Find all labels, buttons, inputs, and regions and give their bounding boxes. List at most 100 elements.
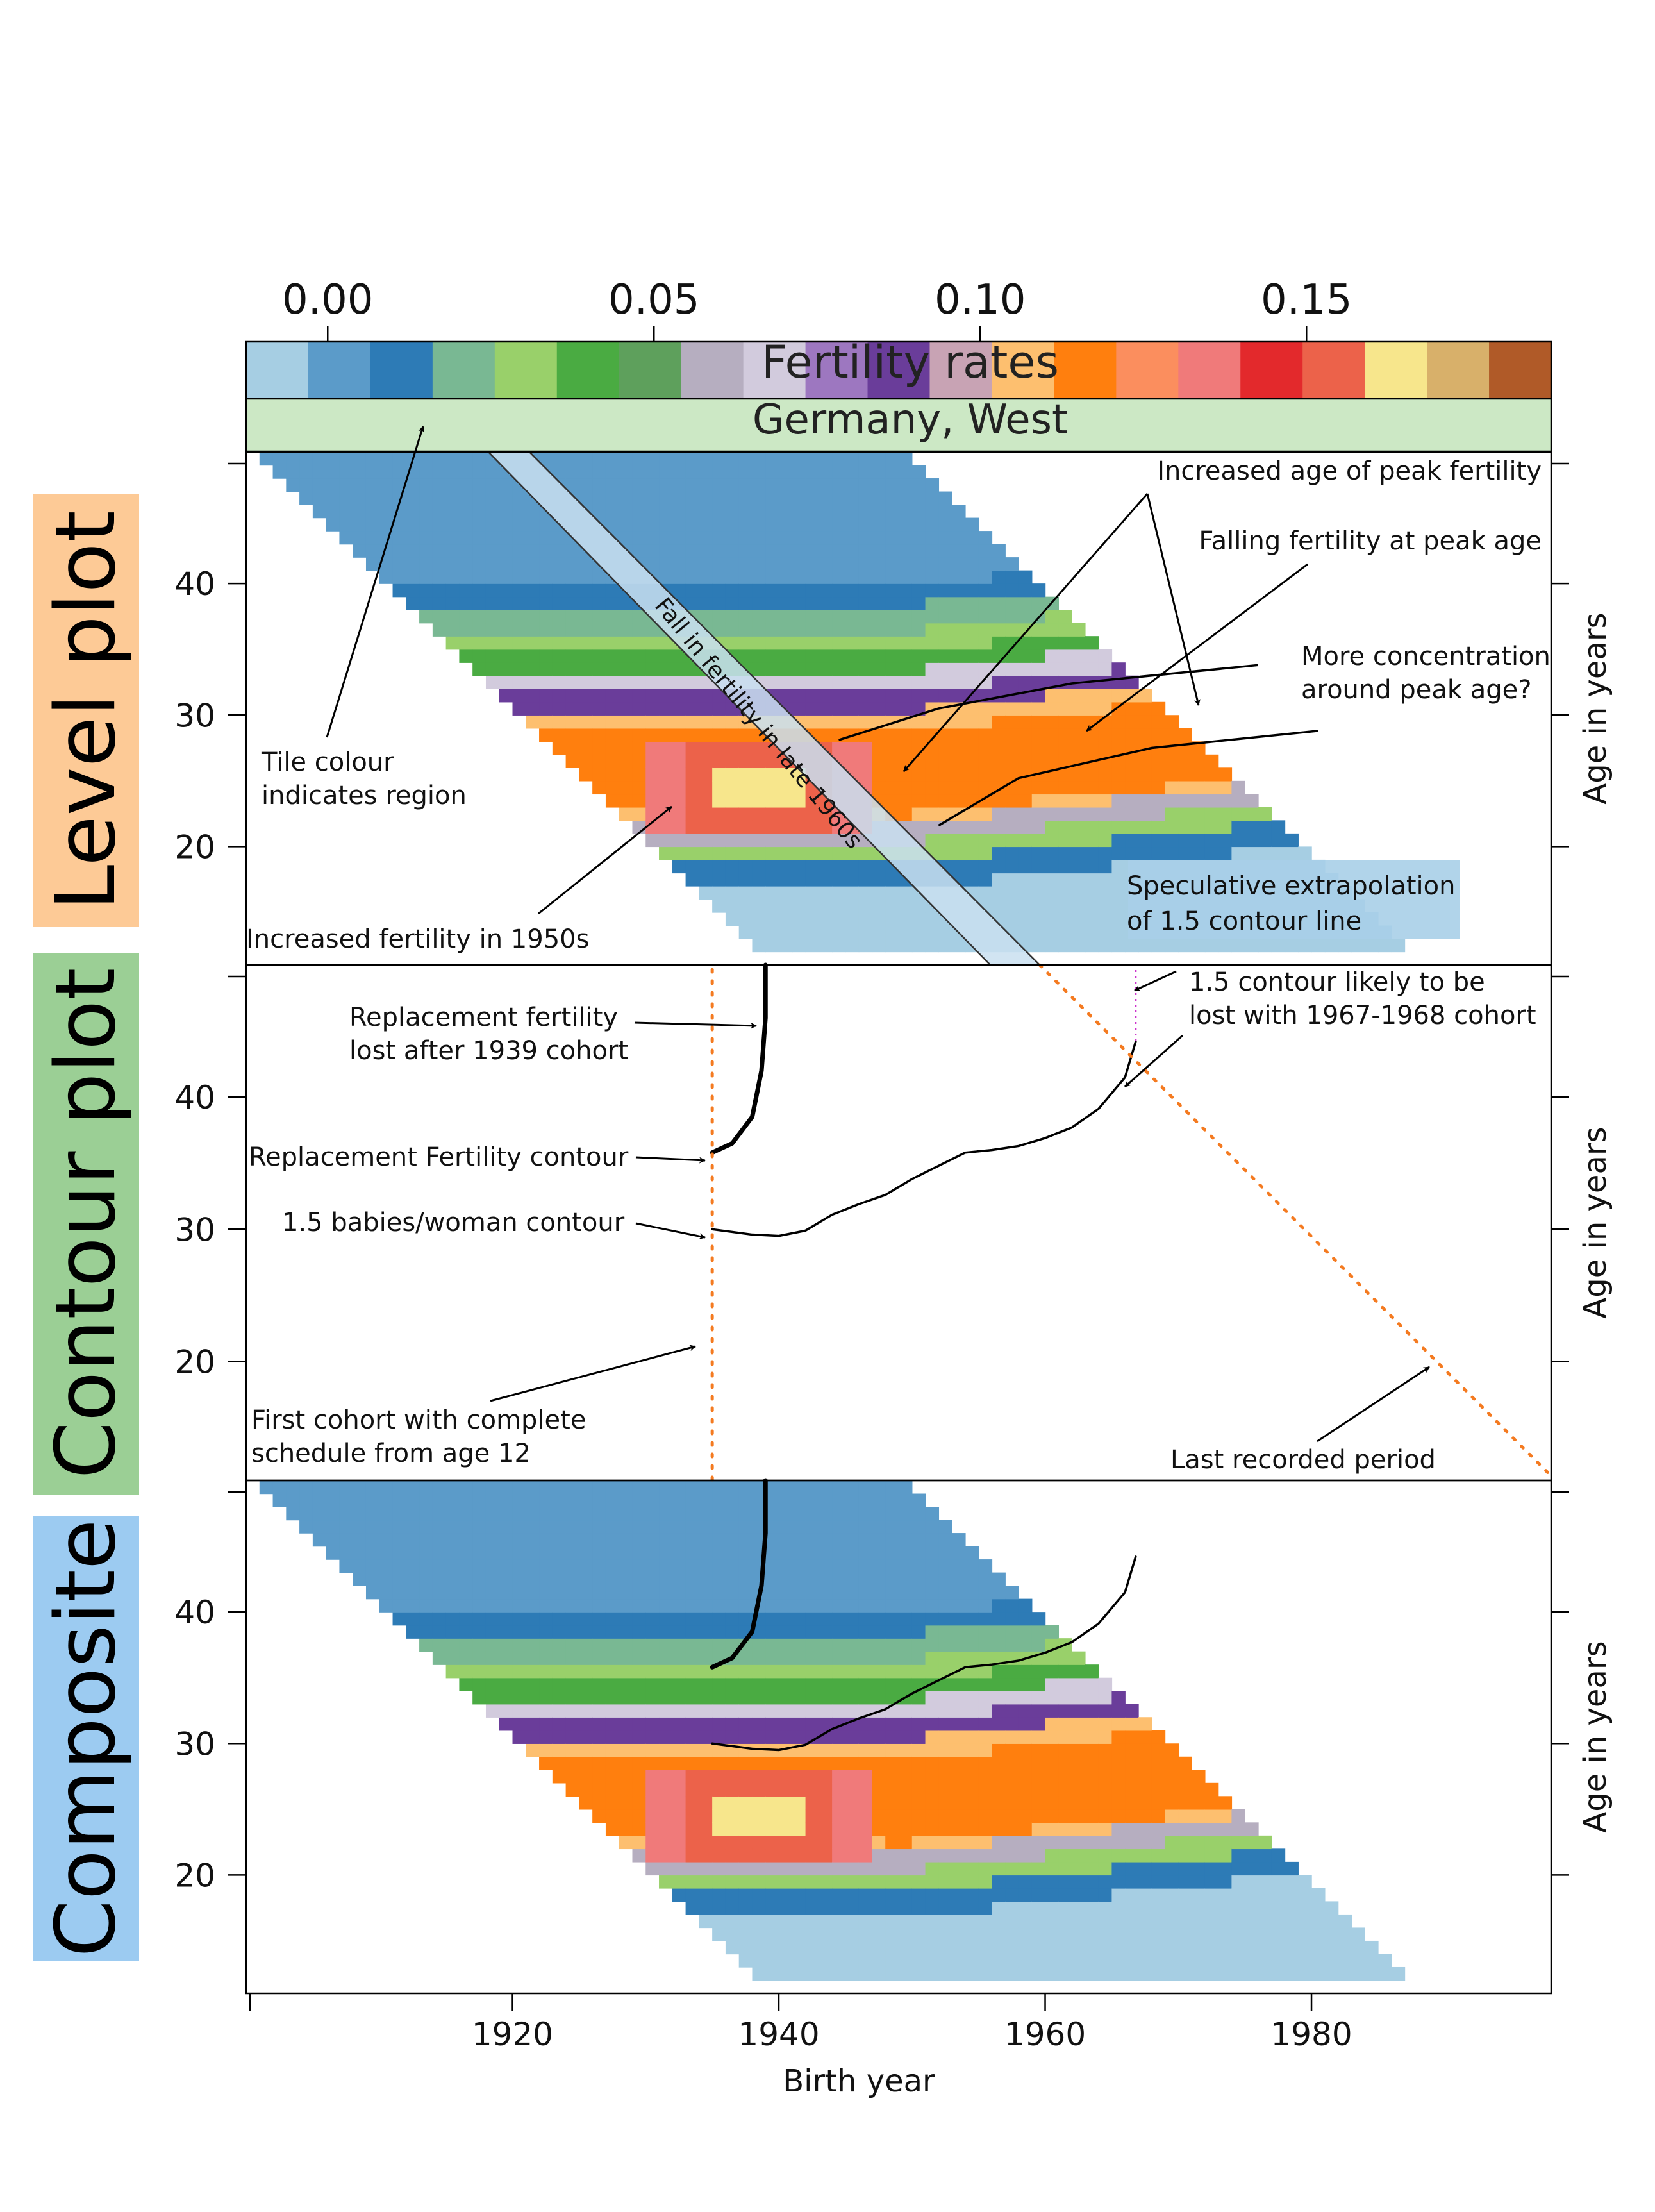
heatmap-cell: [1005, 715, 1019, 729]
heatmap-cell: [952, 794, 966, 808]
heatmap-cell: [1005, 1664, 1019, 1679]
heatmap-cell: [952, 623, 966, 637]
heatmap-cell: [605, 1533, 620, 1547]
heatmap-cell: [685, 794, 700, 808]
heatmap-cell: [699, 780, 713, 795]
heatmap-cell: [752, 1782, 766, 1797]
heatmap-cell: [779, 583, 793, 598]
heatmap-cell: [965, 728, 979, 742]
heatmap-cell: [992, 1954, 1006, 1968]
heatmap-cell: [819, 885, 833, 900]
heatmap-cell: [1031, 1966, 1046, 1981]
heatmap-cell: [899, 1507, 913, 1521]
heatmap-cell: [619, 596, 633, 610]
heatmap-cell: [672, 1782, 686, 1797]
heatmap-cell: [672, 1677, 686, 1691]
heatmap-cell: [872, 1796, 886, 1810]
arrow-increased-fertility-1950s: [538, 805, 672, 915]
heatmap-cell: [1125, 1940, 1139, 1955]
heatmap-cell: [1125, 1848, 1139, 1863]
heatmap-cell: [579, 1493, 593, 1507]
heatmap-cell: [459, 557, 473, 571]
heatmap-cell: [725, 517, 740, 532]
heatmap-cell: [565, 1625, 580, 1639]
heatmap-cell: [965, 636, 979, 650]
heatmap-cell: [911, 1586, 926, 1600]
heatmap-cell: [499, 1691, 513, 1705]
heatmap-cell: [579, 636, 593, 650]
heatmap-cell: [992, 885, 1006, 900]
heatmap-cell: [872, 505, 886, 519]
heatmap-cell: [992, 1875, 1006, 1889]
heatmap-cell: [712, 873, 726, 887]
colorbar-cell: [432, 342, 495, 399]
heatmap-cell: [765, 1598, 779, 1613]
heatmap-cell: [1018, 649, 1033, 663]
heatmap-cell: [419, 491, 433, 505]
heatmap-cell: [792, 1651, 806, 1665]
heatmap-cell: [965, 1848, 979, 1863]
heatmap-cell: [699, 1677, 713, 1691]
heatmap-cell: [1005, 1954, 1019, 1968]
heatmap-cell: [699, 1796, 713, 1810]
heatmap-cell: [725, 1756, 740, 1770]
heatmap-cell: [645, 623, 660, 637]
heatmap-cell: [858, 1520, 873, 1534]
heatmap-cell: [845, 517, 860, 532]
heatmap-cell: [1018, 1664, 1033, 1679]
heatmap-cell: [725, 478, 740, 492]
heatmap-cell: [925, 1507, 940, 1521]
heatmap-cell: [1245, 794, 1259, 808]
heatmap-cell: [1204, 1861, 1219, 1876]
heatmap-cell: [752, 925, 766, 939]
heatmap-cell: [725, 1861, 740, 1876]
heatmap-cell: [565, 583, 580, 598]
heatmap-cell: [1072, 794, 1086, 808]
heatmap-cell: [1072, 715, 1086, 729]
heatmap-cell: [872, 1927, 886, 1941]
heatmap-cell: [1351, 1940, 1365, 1955]
heatmap-cell: [885, 1533, 899, 1547]
heatmap-cell: [699, 1770, 713, 1784]
heatmap-cell: [1085, 1730, 1099, 1744]
heatmap-cell: [1165, 1782, 1179, 1797]
heatmap-cell: [1285, 833, 1299, 848]
heatmap-cell: [819, 846, 833, 860]
heatmap-cell: [1031, 833, 1046, 848]
heatmap-cell: [685, 1717, 700, 1731]
heatmap-cell: [1151, 1901, 1166, 1915]
heatmap-cell: [632, 1730, 646, 1744]
heatmap-cell: [565, 1638, 580, 1652]
heatmap-cell: [978, 728, 993, 742]
heatmap-cell: [899, 1954, 913, 1968]
heatmap-cell: [779, 1875, 793, 1889]
heatmap-cell: [1031, 1691, 1046, 1705]
heatmap-cell: [752, 1651, 766, 1665]
heatmap-cell: [1125, 1914, 1139, 1929]
heatmap-cell: [832, 505, 846, 519]
heatmap-cell: [379, 1480, 394, 1495]
heatmap-cell: [592, 1625, 606, 1639]
heatmap-cell: [858, 1598, 873, 1613]
heatmap-cell: [712, 1691, 726, 1705]
heatmap-cell: [1231, 1835, 1245, 1850]
heatmap-cell: [925, 1796, 940, 1810]
heatmap-cell: [792, 1520, 806, 1534]
heatmap-cell: [552, 675, 567, 689]
heatmap-cell: [819, 1664, 833, 1679]
heatmap-cell: [899, 1664, 913, 1679]
heatmap-cell: [725, 1612, 740, 1626]
heatmap-cell: [1018, 1756, 1033, 1770]
heatmap-cell: [1045, 1822, 1060, 1836]
heatmap-cell: [1085, 1901, 1099, 1915]
heatmap-cell: [1204, 1796, 1219, 1810]
heatmap-cell: [779, 1835, 793, 1850]
heatmap-cell: [472, 583, 487, 598]
heatmap-cell: [645, 1822, 660, 1836]
heatmap-cell: [632, 1756, 646, 1770]
heatmap-cell: [1125, 938, 1139, 953]
heatmap-cell: [485, 610, 500, 624]
heatmap-cell: [1031, 715, 1046, 729]
heatmap-cell: [1031, 701, 1046, 716]
heatmap-cell: [792, 636, 806, 650]
